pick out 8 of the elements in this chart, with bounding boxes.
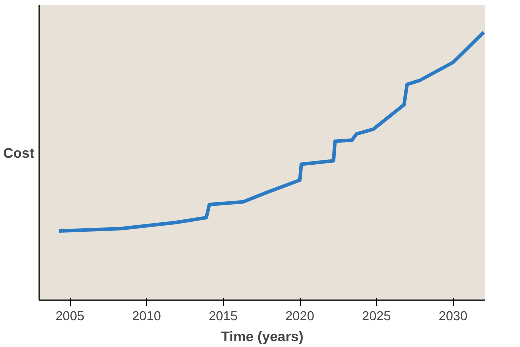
x-tick-label: 2020 [286,308,315,324]
x-tick-label: 2025 [362,308,392,324]
x-tick-label: 2015 [208,308,238,324]
x-axis-title: Time (years) [221,328,304,344]
x-tick-label: 2030 [438,308,468,324]
y-axis-title: Cost [3,145,35,161]
x-tick-label: 2010 [132,308,162,324]
x-tick-label: 2005 [56,308,85,324]
